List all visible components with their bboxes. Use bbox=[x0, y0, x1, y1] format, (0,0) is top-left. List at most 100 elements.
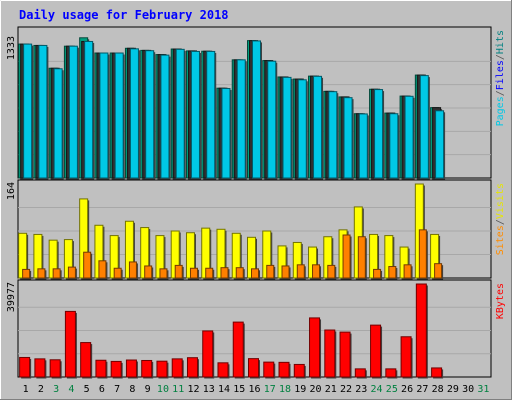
bar-pages bbox=[53, 68, 63, 179]
bar-sites bbox=[296, 264, 305, 279]
legend-item: / bbox=[495, 54, 506, 60]
chart-panels: 1333Pages/Files/Hits164Sites/Visits39977… bbox=[6, 26, 506, 379]
bar-pages bbox=[252, 40, 261, 179]
x-tick-label: 5 bbox=[84, 384, 90, 395]
x-tick-label: 22 bbox=[340, 384, 352, 395]
chart-title: Daily usage for February 2018 bbox=[19, 8, 229, 22]
bar-kbytes bbox=[309, 317, 321, 378]
bar-kbytes bbox=[415, 283, 427, 378]
bar-sites bbox=[357, 236, 366, 279]
x-tick-label: 31 bbox=[477, 384, 489, 395]
bar-kbytes bbox=[293, 363, 305, 378]
bar-kbytes bbox=[278, 361, 290, 378]
bar-kbytes bbox=[19, 356, 31, 378]
bar-pages bbox=[129, 48, 139, 179]
bar-pages bbox=[84, 40, 94, 179]
bar-kbytes bbox=[400, 336, 412, 378]
legend-item: Files bbox=[495, 60, 506, 90]
bar-pages bbox=[343, 97, 353, 179]
x-tick-label: 15 bbox=[233, 384, 245, 395]
bar-sites bbox=[373, 268, 382, 279]
x-tick-label: 24 bbox=[371, 384, 383, 395]
x-tick-label: 18 bbox=[279, 384, 291, 395]
bar-kbytes bbox=[324, 329, 336, 378]
bar-pages bbox=[328, 91, 338, 179]
bar-pages bbox=[389, 113, 399, 179]
x-tick-label: 23 bbox=[355, 384, 367, 395]
bar-sites bbox=[342, 234, 351, 279]
bar-kbytes bbox=[263, 361, 275, 378]
bar-pages bbox=[221, 88, 231, 179]
legend-item: / bbox=[495, 219, 506, 225]
bar-kbytes bbox=[370, 324, 382, 378]
bar-kbytes bbox=[339, 331, 351, 378]
x-tick-label: 27 bbox=[416, 384, 428, 395]
bar-sites bbox=[251, 268, 259, 279]
bar-kbytes bbox=[80, 342, 92, 378]
bar-pages bbox=[99, 52, 109, 179]
x-tick-label: 19 bbox=[294, 384, 306, 395]
x-tick-label: 29 bbox=[447, 384, 459, 395]
bar-sites bbox=[128, 261, 137, 279]
bar-pages bbox=[145, 50, 155, 179]
bar-sites bbox=[189, 267, 198, 279]
bar-sites bbox=[174, 264, 183, 279]
bar-kbytes bbox=[431, 367, 443, 378]
bar-sites bbox=[403, 264, 412, 279]
bar-pages bbox=[358, 113, 368, 179]
bar-pages bbox=[190, 50, 200, 179]
x-tick-label: 17 bbox=[264, 384, 276, 395]
bar-kbytes bbox=[125, 359, 137, 378]
legend: Sites/Visits bbox=[495, 183, 506, 255]
bar-sites bbox=[312, 264, 321, 279]
panel-kbytes: 39977 KBytes bbox=[6, 279, 506, 379]
legend-item: KBytes bbox=[495, 283, 506, 319]
bar-kbytes bbox=[171, 358, 183, 378]
bar-sites bbox=[144, 265, 153, 279]
bar-kbytes bbox=[354, 368, 366, 378]
bar-sites bbox=[37, 268, 46, 279]
x-tick-label: 2 bbox=[38, 384, 44, 395]
bar-sites bbox=[418, 229, 427, 279]
x-tick-label: 1 bbox=[23, 384, 29, 395]
x-tick-label: 30 bbox=[462, 384, 474, 395]
bar-sites bbox=[98, 260, 107, 279]
bar-sites bbox=[22, 268, 31, 279]
bar-pages bbox=[267, 60, 277, 179]
bar-pages bbox=[114, 52, 124, 179]
x-tick-label: 14 bbox=[218, 384, 230, 395]
x-tick-label: 28 bbox=[432, 384, 444, 395]
y-max-label: 1333 bbox=[6, 36, 17, 60]
y-max-label: 39977 bbox=[6, 282, 17, 312]
bar-pages bbox=[404, 95, 414, 179]
bar-sites bbox=[327, 264, 336, 279]
bar-pages bbox=[175, 48, 185, 179]
x-tick-label: 25 bbox=[386, 384, 398, 395]
bar-sites bbox=[67, 266, 76, 279]
bar-sites bbox=[83, 251, 92, 279]
bar-kbytes bbox=[64, 310, 76, 378]
x-tick-label: 21 bbox=[325, 384, 337, 395]
bar-sites bbox=[281, 265, 290, 279]
bar-kbytes bbox=[232, 321, 244, 378]
legend-item: Hits bbox=[495, 30, 506, 54]
legend-item: Sites bbox=[495, 225, 506, 255]
bar-kbytes bbox=[141, 359, 153, 378]
bar-pages bbox=[68, 45, 78, 179]
x-tick-label: 3 bbox=[53, 384, 59, 395]
x-axis-labels: 1 2 3 4 5 6 7 8 9 10 11 12 13 14 15 16 17 18 19 20 21 22 23 24 2… bbox=[23, 384, 490, 395]
x-tick-label: 4 bbox=[68, 384, 74, 395]
x-tick-label: 20 bbox=[310, 384, 322, 395]
bar-sites bbox=[52, 268, 61, 279]
bar-sites bbox=[205, 267, 214, 279]
x-tick-label: 11 bbox=[172, 384, 184, 395]
x-tick-label: 6 bbox=[99, 384, 105, 395]
x-tick-label: 12 bbox=[187, 384, 199, 395]
bar-pages bbox=[297, 79, 307, 179]
x-tick-label: 16 bbox=[248, 384, 260, 395]
bar-pages bbox=[419, 75, 429, 179]
bar-pages bbox=[236, 59, 246, 179]
bar-pages bbox=[206, 50, 216, 179]
bar-pages bbox=[313, 75, 323, 179]
